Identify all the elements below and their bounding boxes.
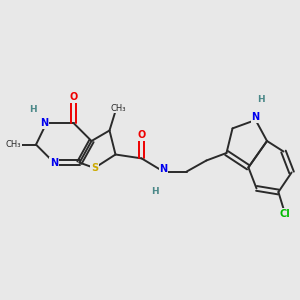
Text: CH₃: CH₃ bbox=[6, 140, 21, 149]
Text: N: N bbox=[50, 158, 58, 168]
Text: N: N bbox=[251, 112, 260, 122]
Text: N: N bbox=[159, 164, 168, 174]
Text: O: O bbox=[137, 130, 146, 140]
Text: H: H bbox=[257, 95, 265, 104]
Text: S: S bbox=[91, 163, 98, 173]
Text: H: H bbox=[151, 187, 158, 196]
Text: CH₃: CH₃ bbox=[111, 103, 126, 112]
Text: O: O bbox=[69, 92, 78, 103]
Text: N: N bbox=[40, 118, 48, 128]
Text: H: H bbox=[29, 105, 37, 114]
Text: Cl: Cl bbox=[280, 208, 290, 219]
